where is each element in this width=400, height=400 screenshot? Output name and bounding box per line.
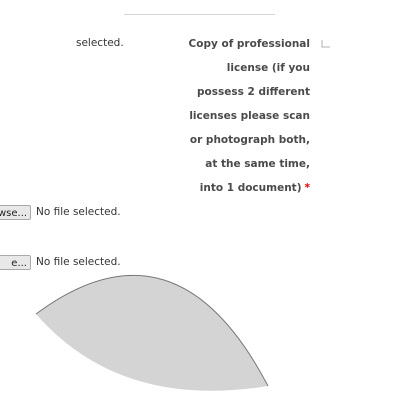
corner-mark-icon (321, 40, 330, 48)
label-line: license (if you (226, 62, 310, 74)
required-asterisk: * (304, 182, 311, 194)
file-status-text: No file selected. (36, 256, 121, 268)
file-status-text: No file selected. (36, 206, 121, 218)
label-line-text: into 1 document) (199, 182, 302, 194)
top-divider (124, 14, 275, 15)
leaf-fill (36, 275, 268, 391)
browse-button[interactable]: wse... (0, 205, 31, 220)
leaf-outline (35, 274, 269, 387)
label-line: or photograph both, (189, 134, 310, 146)
label-line-last: into 1 document) * (180, 180, 310, 204)
label-line: licenses please scan (189, 110, 310, 122)
label-line: Copy of professional (188, 38, 310, 50)
label-line: at the same time, (205, 158, 310, 170)
label-line: possess 2 different (196, 86, 310, 98)
browse-button[interactable]: e... (0, 255, 31, 270)
file-status-text: selected. (76, 37, 124, 49)
license-field-label: Copy of professional license (if you pos… (180, 36, 310, 204)
